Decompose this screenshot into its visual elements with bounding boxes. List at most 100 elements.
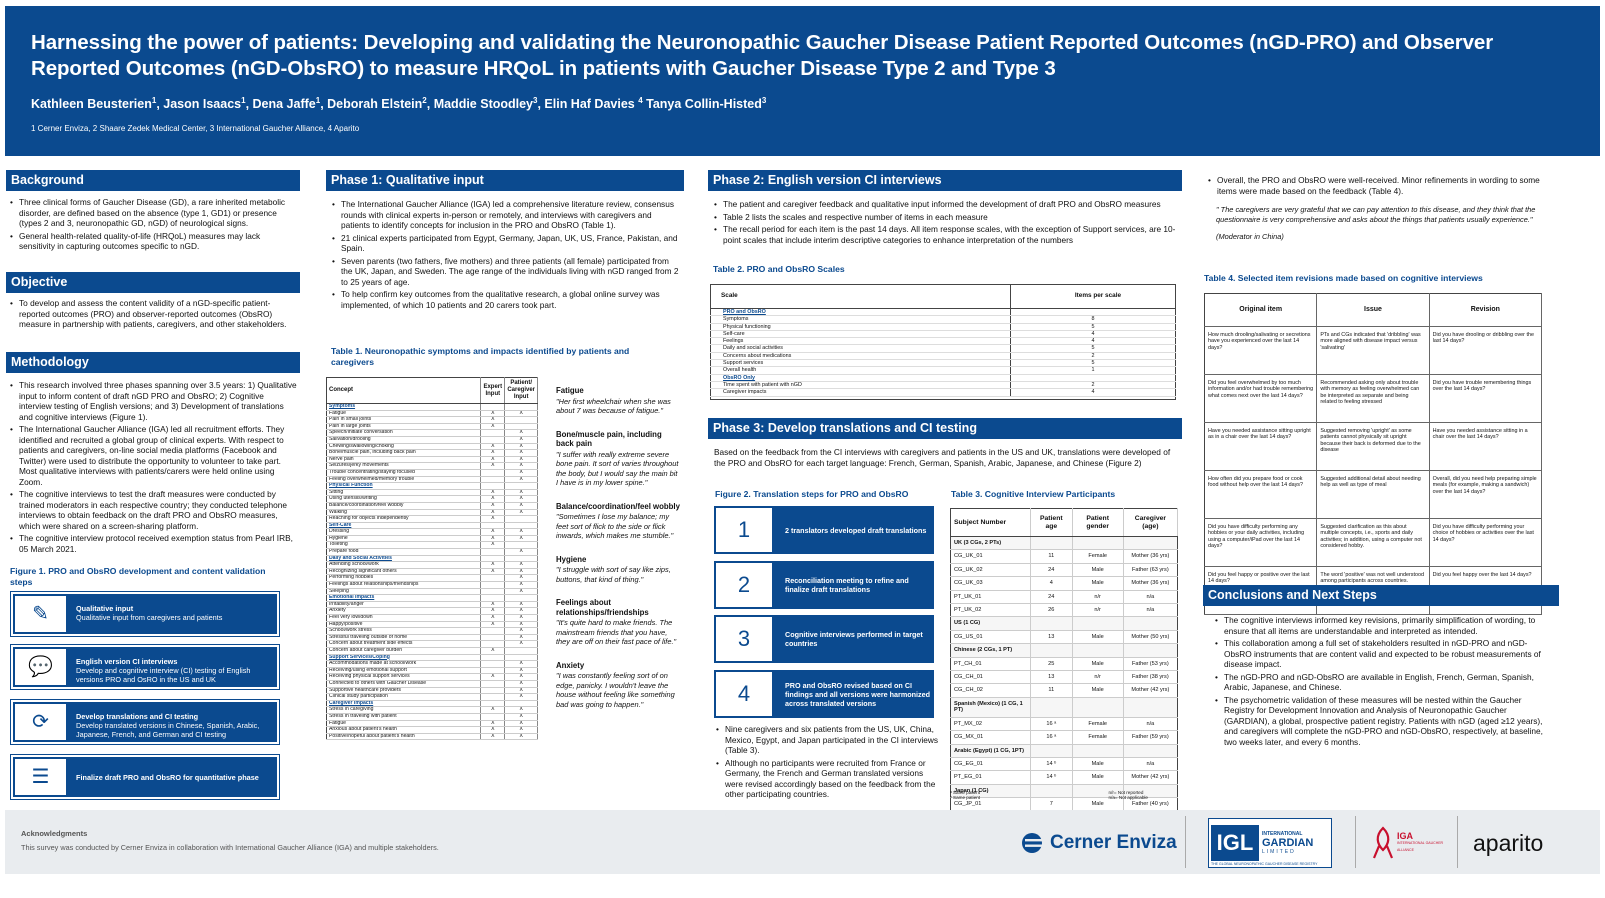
table2-count: 5 [1009, 344, 1176, 353]
table1-row: Speech/initiate conversation X [326, 429, 538, 437]
table1-row: Bone/muscle pain, including back pain X X [326, 449, 538, 457]
table3-cell [1030, 643, 1073, 658]
table1-mark [480, 700, 506, 708]
table3-cell: PT_MX_02 [950, 717, 1031, 732]
authors: Kathleen Beusterien1, Jason Isaacs1, Den… [31, 96, 1574, 111]
table4-cell: How often did you prepare food or cook f… [1204, 470, 1318, 519]
author-name: , Jason Isaacs [156, 97, 242, 112]
results-bullet: Overall, the PRO and ObsRO were well-rec… [1206, 175, 1556, 196]
table1-mark: X [480, 561, 506, 569]
table1-row: Irritability/anger X X [326, 601, 538, 609]
table3-cell: 16 ᵃ [1030, 717, 1073, 732]
table1: Concept Expert Input Patient/ Caregiver In… [326, 377, 538, 741]
table3-row: CG_US_01 13 Male Mother (50 yrs) [950, 630, 1178, 645]
table1-concept: Anxious about patient's health [326, 726, 482, 734]
table3-row: CG_JP_01 7 Male Father (40 yrs) [950, 797, 1178, 812]
table1-mark: X [480, 720, 506, 728]
table1-mark: X [480, 541, 506, 550]
table1-mark [480, 522, 506, 530]
table3-row: Japan (1 CG) [950, 784, 1178, 799]
table1-mark: X [504, 733, 538, 741]
table1-row: Sleeping X [326, 588, 538, 596]
table3-cell: Mother (36 yrs) [1122, 576, 1178, 591]
table4-cell: Overall, did you need help preparing sim… [1429, 470, 1543, 519]
step-text: PRO and ObsRO revised based on CI findin… [785, 680, 930, 708]
table2-row: Daily and social activities 5 [710, 344, 1176, 353]
table1-mark [504, 647, 538, 655]
table1-mark: X [504, 588, 538, 596]
table2-row: PRO and ObsRO [710, 308, 1176, 317]
table1-mark: X [504, 726, 538, 734]
table1-mark: X [504, 476, 538, 484]
table1-row: Hygiene X X [326, 535, 538, 543]
table1-row: Receiving physical support services X X [326, 673, 538, 681]
table1-row: Toileting X [326, 541, 538, 550]
table1-mark [480, 634, 506, 642]
table2-count: 4 [1009, 330, 1176, 339]
table1-row: Salivation/drooling X [326, 436, 538, 444]
table3-cell: Mother (36 yrs) [1122, 549, 1178, 564]
table1-mark [480, 574, 506, 583]
bullet-item: The cognitive interviews informed key re… [1213, 615, 1549, 636]
table3-cell: Male [1071, 630, 1124, 645]
table3-cell: n/a [1122, 603, 1178, 618]
table1-mark: X [480, 726, 506, 734]
table1-concept: Physical Function [326, 482, 482, 490]
table3-cell: 11 [1030, 549, 1073, 564]
bullet-item: This research involved three phases span… [8, 380, 298, 422]
table1-mark: X [480, 515, 506, 523]
table2-row: Physical functioning 5 [710, 323, 1176, 331]
phase2-heading: Phase 2: English version CI interviews [708, 170, 1182, 191]
figure1-step-desc: Develop and cognitive interview (CI) tes… [76, 666, 251, 684]
table2-row: Caregiver impacts 4 [710, 388, 1176, 397]
table1-mark: X [504, 548, 538, 556]
table1-mark: X [504, 601, 538, 609]
table3-cell: 4 [1030, 576, 1073, 591]
table1-concept: Feel very low/down [326, 614, 482, 622]
background-heading: Background [6, 170, 300, 191]
table2-scale: ObsRO Only [710, 374, 1011, 382]
table3-cell: 25 [1030, 657, 1073, 672]
table1-row: Pain in small joints X [326, 416, 538, 424]
iga-ribbon-icon [1372, 826, 1394, 859]
table3-cell: n/r [1071, 603, 1124, 618]
table1-mark: X [504, 687, 538, 695]
table1-mark: X [504, 634, 538, 642]
table3-cell [1122, 744, 1178, 758]
table1-row: Trouble concentrating/staying focused X [326, 469, 538, 477]
quote-text: "I suffer with really extreme severe bon… [556, 449, 679, 488]
table3-cell [1071, 744, 1124, 758]
table1-concept: Salivation/drooling [326, 436, 482, 444]
conclusions-heading: Conclusions and Next Steps [1203, 585, 1559, 606]
table2-row: ObsRO Only [710, 374, 1176, 382]
cerner-enviza-logo: Cerner Enviza [1021, 822, 1177, 864]
step-number: 2 [716, 563, 772, 607]
table1-mark: X [504, 581, 538, 589]
table1-row: Reaching for objects independently X [326, 515, 538, 523]
table1-concept: School/work stress [326, 627, 482, 635]
table1-row: Emotional Impacts [326, 594, 538, 602]
table4-row: How much drooling/salivating or secretio… [1204, 326, 1543, 375]
table1-mark: X [480, 607, 506, 615]
table1-mark: X [504, 574, 538, 583]
pencil-icon: ✎ [15, 596, 66, 632]
table3-row: PT_MX_02 16 ᵃ Female n/a [950, 717, 1178, 732]
table2-scale: Overall health [710, 366, 1011, 375]
table4-cell: How much drooling/salivating or secretio… [1204, 326, 1318, 375]
table4-cell: Recommended asking only about trouble wi… [1316, 374, 1430, 423]
author-name: Tanya Collin-Histed [642, 97, 762, 112]
figure1-step-4: ☰ Finalize draft PRO and ObsRO for quanti… [10, 754, 280, 800]
quote-block: Hygiene "I struggle with sort of say like… [556, 555, 681, 585]
table1-concept: Anxiety [326, 607, 482, 615]
table2: Scale Items per scale PRO and ObsRO Symptom… [710, 284, 1176, 400]
quote-title: Hygiene [556, 554, 587, 564]
methodology-heading: Methodology [6, 352, 300, 373]
table2-count [1009, 374, 1176, 382]
table1-mark: X [504, 535, 538, 543]
table3-cell [1122, 643, 1178, 658]
table1-mark [480, 482, 506, 490]
step-text: 2 translators developed draft translatio… [785, 525, 927, 535]
quote-title: Fatigue [556, 386, 584, 395]
aparito-logo: aparito [1473, 829, 1544, 856]
table3-cell [1030, 536, 1073, 551]
